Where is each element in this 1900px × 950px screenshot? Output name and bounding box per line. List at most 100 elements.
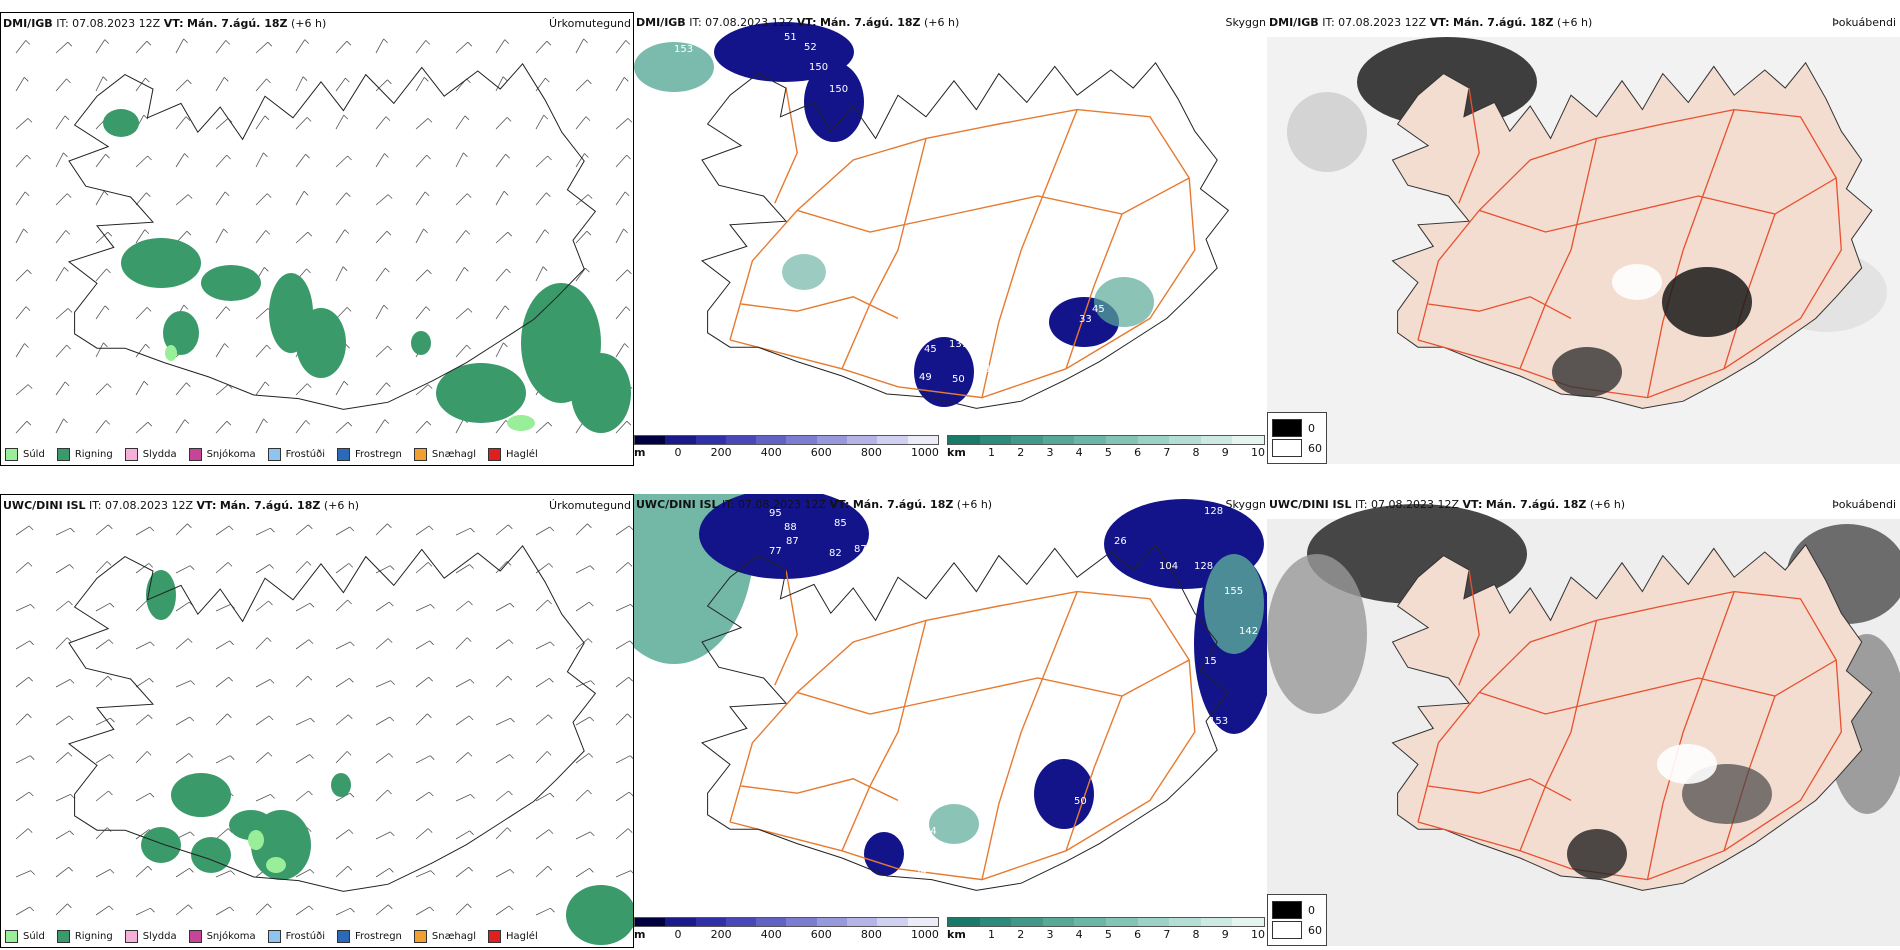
legend-swatch	[124, 448, 138, 461]
wind-barb-flag	[187, 638, 193, 643]
wind-barb	[215, 40, 227, 54]
land-fog-area	[1552, 347, 1622, 397]
wind-barb	[455, 715, 470, 726]
wind-barb	[615, 870, 631, 878]
wind-barb-flag	[149, 792, 155, 798]
wind-barb	[415, 604, 431, 612]
wind-barb-flag	[68, 866, 73, 872]
wind-barb-flag	[308, 905, 314, 911]
cloudbase-value: 155	[1224, 586, 1243, 597]
wind-barb	[615, 525, 630, 536]
wind-barb	[255, 344, 267, 358]
cloudbase-value: 44	[924, 826, 937, 837]
cloudbase-value: 153	[1209, 716, 1228, 727]
wind-barb-flag	[506, 117, 512, 122]
low-cloud-area	[714, 22, 854, 82]
wind-barb	[335, 155, 348, 168]
wind-barb-flag	[589, 868, 594, 873]
wind-barb-flag	[149, 526, 155, 532]
legend-item: Snæhagl	[413, 448, 476, 461]
legend-item: Rigning	[56, 448, 113, 461]
wind-barb-flag	[548, 563, 554, 568]
scale-unit: km	[947, 928, 966, 941]
road-line	[981, 591, 1078, 880]
wind-barb-flag	[550, 907, 555, 913]
wind-barb-flag	[306, 383, 312, 388]
wind-barb	[535, 563, 550, 574]
wind-barb	[535, 829, 550, 840]
cloudbase-value: 26	[1114, 536, 1127, 547]
wind-barb-flag	[587, 194, 593, 199]
fog-legend-swatch	[1272, 419, 1302, 437]
wind-barb-flag	[306, 561, 312, 566]
wind-barb	[535, 114, 545, 130]
wind-barb-flag	[147, 155, 152, 161]
wind-barb-flag	[629, 755, 633, 760]
rain-area	[163, 311, 199, 355]
wind-barb-flag	[627, 828, 633, 833]
wind-barb	[295, 231, 309, 244]
wind-barb	[455, 564, 470, 574]
scale-tick: 0	[674, 446, 682, 459]
legend-label: Frostúði	[285, 449, 325, 460]
wind-barb	[95, 524, 109, 536]
scale-swatch	[847, 918, 878, 926]
wind-barb-flag	[387, 523, 392, 529]
wind-barb-flag	[309, 602, 315, 608]
panel-title: DMI/IGB IT: 07.08.2023 12Z VT: Mán. 7.ág…	[636, 16, 960, 29]
cloudbase-value: 104	[1159, 561, 1178, 572]
wind-barb-flag	[342, 266, 348, 271]
wind-barb	[255, 527, 271, 536]
scale-tick: 400	[760, 446, 782, 459]
legend-label: Haglél	[506, 449, 538, 460]
wind-barb	[615, 713, 628, 726]
wind-barb-flag	[190, 680, 195, 685]
cloudbase-value: 51	[784, 32, 797, 43]
wind-barb-flag	[387, 345, 392, 351]
wind-barb-flag	[309, 869, 315, 874]
scale-swatch	[877, 918, 908, 926]
wind-barb	[615, 828, 629, 840]
scale-swatch	[847, 436, 878, 444]
wind-barb	[15, 343, 25, 358]
scale-swatch	[1105, 918, 1138, 926]
wind-barb-flag	[67, 752, 73, 757]
wind-barb-flag	[223, 228, 228, 234]
wind-barb-flag	[264, 115, 270, 121]
wind-barb-flag	[508, 639, 514, 644]
wind-barb	[335, 829, 350, 840]
precip-legend: Súld Rigning Slydda Snjókoma Frostúði Frostre…	[5, 448, 538, 461]
wind-barb-flag	[67, 308, 73, 313]
wind-barb	[375, 304, 385, 320]
cloudbase-value: 150	[829, 84, 848, 95]
wind-barb	[215, 77, 225, 92]
road-network	[729, 87, 1196, 399]
wind-barb-flag	[547, 155, 552, 161]
cloudbase-value: 91	[839, 576, 852, 587]
wind-barb	[15, 676, 29, 688]
panel-title: DMI/IGB IT: 07.08.2023 12Z VT: Mán. 7.ág…	[1269, 16, 1593, 29]
cloudbase-value: 77	[769, 546, 782, 557]
scale-bar	[947, 435, 1265, 445]
cloudbase-value: 100	[909, 576, 928, 587]
wind-barb-flag	[343, 380, 349, 386]
wind-barb-flag	[146, 751, 152, 756]
wind-barb-flag	[425, 306, 431, 311]
panel-type-label: Þokuábendi	[1832, 498, 1896, 511]
wind-barb	[135, 751, 148, 764]
wind-barb-flag	[383, 304, 389, 310]
legend-label: Slydda	[142, 449, 177, 460]
panel-type-label: Skyggni	[1225, 16, 1269, 29]
wind-barb-flag	[509, 754, 514, 759]
wind-barb	[255, 78, 267, 92]
wind-barb-flag	[27, 562, 33, 567]
wind-barb-flag	[348, 714, 353, 720]
wind-barb-flag	[543, 114, 549, 120]
fog-legend-swatch	[1272, 901, 1302, 919]
wind-barb	[415, 640, 430, 650]
wind-barb-flag	[307, 675, 313, 681]
wind-barb-flag	[390, 680, 395, 685]
wind-barb-flag	[349, 526, 355, 532]
wind-barb-flag	[226, 154, 231, 160]
